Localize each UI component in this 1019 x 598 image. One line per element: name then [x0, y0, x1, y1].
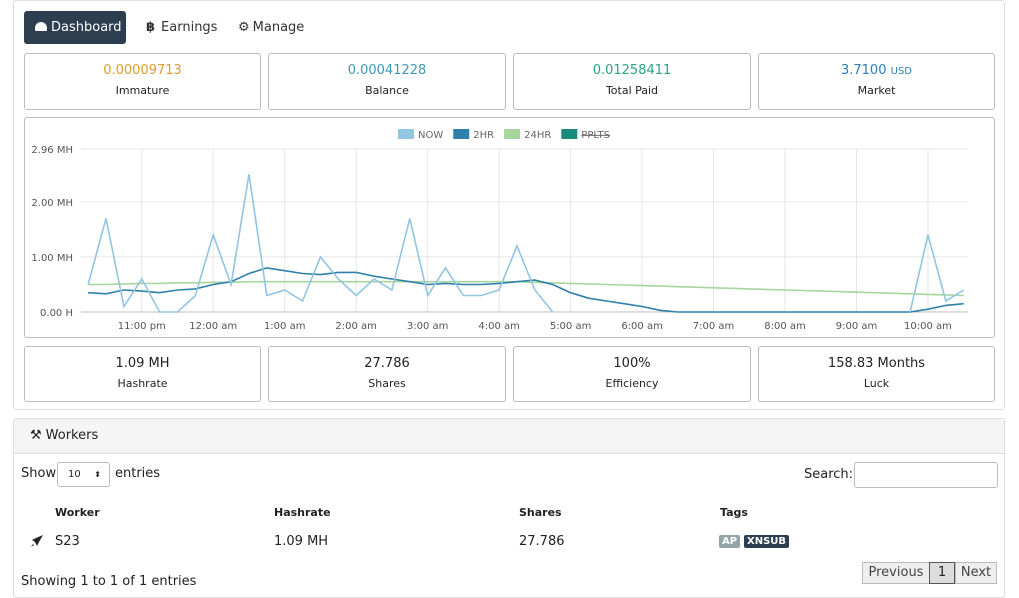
stat-label: Shares [368, 377, 406, 390]
stat-value: 0.00009713 [103, 63, 182, 78]
x-tick-label: 8:00 am [764, 321, 806, 332]
legend-label: PPLTS [581, 130, 610, 141]
x-tick-label: 3:00 am [407, 321, 449, 332]
table-info: Showing 1 to 1 of 1 entries [21, 574, 197, 589]
page-button[interactable]: 1 [929, 562, 955, 584]
tab-earnings[interactable]: ฿ Earnings [146, 11, 217, 44]
legend-label: 2HR [473, 130, 494, 141]
icon: ⬍ [94, 470, 101, 479]
column-header[interactable]: Hashrate [274, 506, 331, 519]
x-tick-label: 2:00 am [335, 321, 377, 332]
stat-value: 100% [613, 356, 651, 371]
stat-label: Market [857, 84, 896, 97]
x-tick-label: 12:00 am [189, 321, 237, 332]
legend-swatch [398, 129, 414, 139]
tab-dashboard[interactable]: Dashboard [24, 11, 126, 44]
stat-label: Total Paid [605, 84, 659, 97]
x-tick-label: 9:00 am [836, 321, 878, 332]
stat-box: 0.00009713 Immature [24, 53, 261, 110]
tab-label: Manage [252, 20, 305, 35]
x-tick-label: 4:00 am [478, 321, 520, 332]
stat-unit: USD [890, 66, 912, 77]
stat-box: 27.786 Shares [268, 346, 506, 402]
stat-label: Immature [115, 84, 170, 97]
legend-swatch [504, 129, 521, 139]
hashrate-chart: 0.00 H 1.00 MH 2.00 MH 2.96 MH 11:00 pm 12:00… [24, 117, 995, 338]
x-tick-label: 7:00 am [693, 321, 735, 332]
column-header[interactable]: Worker [55, 506, 100, 519]
x-tick-label: 11:00 pm [118, 321, 166, 332]
stat-box: 0.00041228 Balance [268, 53, 506, 110]
stat-value: 3.7100 [840, 63, 887, 78]
x-tick-label: 1:00 am [264, 321, 306, 332]
tab-manage[interactable]: ⚙ Manage [238, 11, 304, 44]
y-tick-label: 0.00 H [40, 308, 73, 319]
tab-label: Earnings [161, 20, 218, 35]
stat-box: 0.01258411 Total Paid [513, 53, 751, 110]
x-tick-label: 5:00 am [550, 321, 592, 332]
cell: 1.09 MH [274, 534, 329, 549]
stat-box: 100% Efficiency [513, 346, 751, 402]
cell: 27.786 [519, 534, 565, 549]
column-header[interactable]: Shares [519, 506, 562, 519]
stat-box: 3.7100 USD Market [758, 53, 995, 110]
x-tick-label: 10:00 am [904, 321, 952, 332]
stat-value: 158.83 Months [827, 356, 926, 371]
stat-value: 1.09 MH [115, 356, 170, 371]
column-header[interactable]: Tags [720, 506, 748, 519]
y-tick-label: 2.96 MH [31, 145, 73, 156]
series-line [88, 280, 964, 297]
select-value: 10 [68, 469, 81, 480]
legend-label: NOW [418, 130, 443, 141]
stat-box: 1.09 MH Hashrate [24, 346, 261, 402]
legend-label: 24HR [524, 130, 551, 141]
series-line [87, 174, 965, 313]
stat-value: 0.01258411 [592, 63, 672, 78]
icon [35, 22, 47, 31]
workers-header: ⚒ Workers [14, 419, 1004, 454]
page-size-select[interactable]: 10 ⬍ [57, 462, 110, 487]
stat-label: Efficiency [605, 377, 659, 390]
stat-box: 158.83 Months Luck [758, 346, 995, 402]
cell: S23 [55, 534, 80, 549]
tab-label: Dashboard [51, 20, 122, 35]
stat-label: Luck [863, 377, 890, 390]
tag: XNSUB [744, 535, 790, 548]
search-input[interactable] [854, 462, 998, 488]
tag: AP [719, 535, 741, 548]
stat-label: Hashrate [117, 377, 168, 390]
y-tick-label: 2.00 MH [31, 198, 73, 209]
icon: ฿ [146, 20, 156, 35]
stat-label: Balance [365, 84, 409, 97]
icon: ⚙ [238, 20, 250, 35]
legend-swatch [453, 129, 470, 139]
series-line [88, 267, 964, 313]
page-button[interactable]: Previous [862, 562, 930, 584]
x-tick-label: 6:00 am [621, 321, 663, 332]
page-button[interactable]: Next [955, 562, 997, 584]
y-tick-label: 1.00 MH [31, 253, 73, 264]
stat-value: 27.786 [364, 356, 410, 371]
icon: ⚒ [30, 428, 42, 443]
entries-label: entries [115, 466, 161, 481]
show-label: Show [21, 466, 57, 481]
panel-title: Workers [45, 428, 99, 443]
search-label: Search: [804, 467, 854, 482]
rocket-icon [31, 535, 43, 547]
legend-swatch [561, 129, 578, 139]
dashboard-panel [13, 0, 1005, 410]
stat-value: 0.00041228 [347, 63, 427, 78]
